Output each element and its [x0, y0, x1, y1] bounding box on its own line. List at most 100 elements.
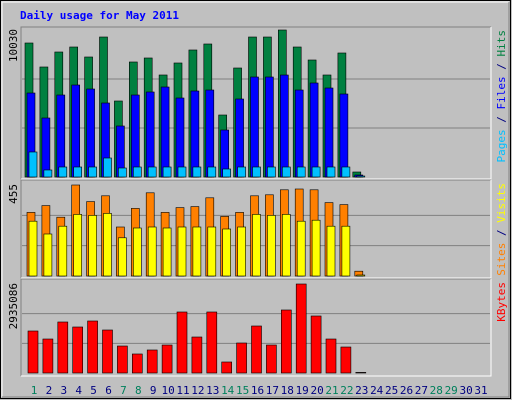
x-tick-label: 28 — [430, 384, 443, 397]
plot-bevel — [20, 26, 491, 179]
bar — [102, 329, 113, 374]
bar — [281, 166, 291, 178]
bar — [147, 226, 157, 277]
bar — [221, 361, 232, 374]
bar — [356, 175, 366, 178]
bar — [73, 166, 82, 178]
bar — [252, 166, 261, 178]
bar — [296, 220, 306, 277]
legend: Sites / Visits — [495, 183, 508, 276]
legend-entry: Hits — [495, 30, 508, 57]
x-tick-label: 31 — [474, 384, 487, 397]
bar — [222, 228, 231, 277]
bar — [103, 213, 112, 277]
bar — [71, 84, 80, 178]
plot-bevel — [21, 279, 492, 377]
bar — [294, 89, 304, 178]
bar — [326, 166, 336, 178]
legend: KBytes — [495, 282, 508, 322]
bar — [309, 82, 319, 178]
bar — [191, 336, 203, 374]
plot-bevel — [20, 278, 491, 376]
x-tick-label: 6 — [105, 384, 112, 397]
bar — [133, 227, 142, 277]
legend-separator: / — [495, 223, 508, 243]
legend-entry: KBytes — [495, 282, 508, 322]
x-tick-label: 5 — [90, 384, 97, 397]
bar — [43, 169, 53, 178]
bar — [161, 344, 173, 374]
x-tick-label: 3 — [60, 384, 67, 397]
y-tick-label: 10030 — [7, 29, 20, 62]
bar — [72, 326, 83, 374]
x-tick-label: 25 — [385, 384, 398, 397]
bar — [58, 166, 68, 178]
bar — [147, 166, 157, 178]
bar — [235, 98, 244, 178]
legend-entry: Files — [495, 76, 508, 109]
x-tick-label: 16 — [251, 384, 264, 397]
bar — [280, 309, 292, 374]
bar — [146, 349, 158, 374]
bar — [279, 74, 289, 178]
plot-bevel — [20, 179, 491, 278]
bar — [118, 237, 127, 277]
bar — [87, 320, 98, 374]
x-tick-label: 14 — [221, 384, 235, 397]
x-tick-label: 1 — [31, 384, 38, 397]
bar — [28, 151, 38, 178]
bar — [133, 166, 142, 178]
x-tick-label: 4 — [75, 384, 82, 397]
bar — [205, 89, 215, 178]
bar — [145, 91, 155, 178]
bar — [162, 227, 172, 277]
bar — [267, 166, 276, 178]
bar — [324, 87, 334, 178]
bar — [86, 88, 95, 178]
y-tick-label: 2935086 — [7, 283, 20, 329]
bar — [132, 353, 143, 374]
bar — [160, 86, 170, 178]
bar — [88, 166, 97, 178]
bar — [311, 166, 321, 178]
x-tick-label: 18 — [281, 384, 294, 397]
bar — [27, 330, 39, 374]
bar — [177, 226, 187, 277]
bar — [325, 338, 337, 374]
bar — [57, 321, 69, 374]
legend: Pages / Files / Hits — [495, 30, 508, 163]
bar — [43, 233, 53, 277]
bar — [237, 226, 246, 277]
bar — [175, 97, 185, 178]
bar — [176, 311, 188, 374]
bar — [207, 166, 217, 178]
bar — [190, 90, 200, 178]
x-tick-label: 8 — [135, 384, 142, 397]
x-tick-label: 26 — [400, 384, 413, 397]
x-tick-label: 24 — [370, 384, 384, 397]
bar — [340, 346, 352, 374]
bar — [131, 94, 140, 178]
bar — [41, 117, 51, 178]
bar — [251, 325, 262, 374]
legend-separator: / — [495, 110, 508, 130]
x-tick-label: 15 — [236, 384, 249, 397]
legend-entry: Pages — [495, 129, 508, 162]
bar — [355, 372, 367, 374]
bar — [206, 311, 218, 374]
bar — [192, 166, 202, 178]
bar — [207, 226, 217, 277]
bar — [281, 214, 291, 277]
bar — [326, 225, 336, 277]
bar — [162, 166, 172, 178]
bar — [341, 166, 351, 178]
y-tick-label: 455 — [7, 184, 20, 204]
x-tick-label: 11 — [176, 384, 189, 397]
bar — [341, 225, 351, 277]
bar — [73, 214, 82, 277]
bar — [236, 342, 247, 374]
bar — [117, 345, 128, 374]
